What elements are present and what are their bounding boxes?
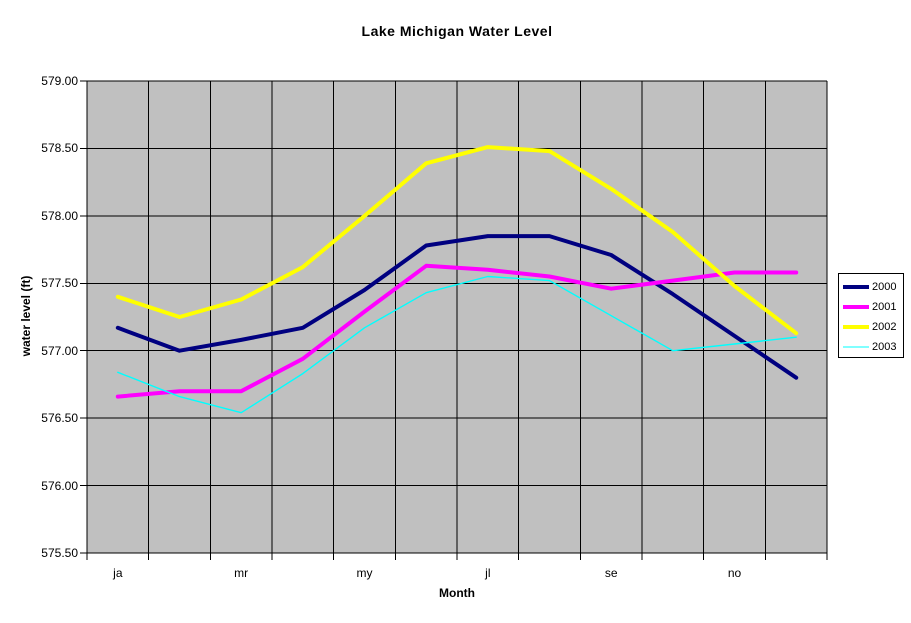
y-tick-label: 576.50 [41, 411, 78, 426]
x-tick-label: mr [234, 566, 249, 580]
legend-label-2002: 2002 [872, 321, 897, 333]
x-tick-label: ja [113, 566, 123, 580]
legend-item-2003: 2003 [839, 337, 903, 357]
series-line-2001 [115, 263, 799, 399]
x-tick-label: my [356, 566, 373, 580]
y-tick-label: 578.50 [41, 141, 78, 156]
legend-label-2001: 2001 [872, 301, 897, 313]
x-tick-label: jl [485, 566, 491, 580]
y-tick-label: 577.50 [41, 276, 78, 291]
legend-label-2000: 2000 [872, 281, 897, 293]
legend-line-swatch-2001 [843, 305, 869, 309]
series-line-2000 [115, 234, 799, 380]
legend-item-2002: 2002 [839, 317, 903, 337]
legend-label-2003: 2003 [872, 341, 897, 353]
legend-line-swatch-2000 [843, 285, 869, 289]
legend-item-2000: 2000 [839, 277, 903, 297]
series-line-2003 [117, 275, 797, 414]
y-tick-label: 577.00 [41, 343, 78, 358]
legend: 2000 2001 2002 2003 [838, 273, 904, 358]
chart-title: Lake Michigan Water Level [361, 23, 553, 39]
series-line-2002 [115, 145, 799, 336]
legend-line-swatch-2002 [843, 325, 869, 329]
legend-item-2001: 2001 [839, 297, 903, 317]
x-tick-label: se [604, 566, 618, 580]
x-tick-label: no [727, 566, 742, 580]
y-tick-label: 575.50 [41, 546, 78, 560]
legend-line-swatch-2003 [843, 346, 869, 348]
y-tick-label: 576.00 [41, 478, 78, 493]
y-tick-label: 579.00 [41, 74, 78, 88]
x-axis-title: Month [439, 586, 475, 600]
y-tick-label: 578.00 [41, 208, 78, 223]
